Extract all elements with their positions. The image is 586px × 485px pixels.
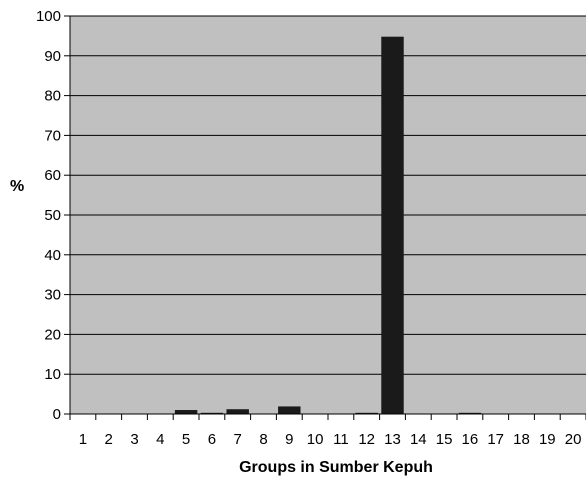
y-tick-label: 80: [44, 88, 61, 105]
x-tick-label: 3: [130, 431, 138, 448]
bar-13: [381, 36, 404, 415]
x-axis-label: Groups in Sumber Kepuh: [239, 459, 433, 476]
y-axis-label: %: [10, 178, 24, 195]
x-tick-label: 13: [384, 431, 401, 448]
x-tick-label: 11: [333, 431, 349, 448]
x-tick-label: 15: [436, 431, 453, 448]
x-tick-label: 16: [462, 431, 479, 448]
y-tick-label: 90: [44, 48, 61, 65]
y-tick-label: 10: [44, 366, 61, 383]
x-tick-label: 7: [234, 431, 242, 448]
y-tick-label: 70: [44, 127, 61, 144]
x-tick-labels: 1 2 3 4 5 6 7 8 9 10 11 12 13 14 15 16 17 18 19 20: [79, 431, 582, 448]
bar-7: [226, 409, 249, 414]
y-tick-labels: 0 10 20 30 40 50 60 70 80 90 100: [36, 8, 61, 423]
x-tick-label: 20: [565, 431, 582, 448]
x-tick-label: 19: [539, 431, 556, 448]
x-tick-label: 2: [105, 431, 113, 448]
x-tick-label: 9: [285, 431, 293, 448]
y-tick-label: 30: [44, 287, 61, 304]
x-tick-label: 8: [259, 431, 267, 448]
gridlines: [70, 15, 586, 375]
y-tick-label: 60: [44, 167, 61, 184]
x-tick-label: 18: [513, 431, 530, 448]
x-tick-label: 4: [156, 431, 164, 448]
x-tick-label: 17: [487, 431, 504, 448]
x-tick-label: 14: [410, 431, 427, 448]
y-tick-label: 100: [36, 8, 61, 25]
y-tick-label: 40: [44, 247, 61, 264]
x-tick-label: 1: [79, 431, 87, 448]
x-tick-label: 6: [208, 431, 216, 448]
x-tick-label: 12: [358, 431, 375, 448]
y-tick-label: 50: [44, 207, 61, 224]
x-tick-label: 5: [182, 431, 190, 448]
bar-12: [355, 412, 378, 414]
bar-9: [278, 406, 301, 414]
bar-6: [200, 412, 224, 414]
axes: [64, 15, 586, 420]
bar-5: [174, 410, 198, 414]
bar-16: [458, 412, 482, 414]
y-tick-label: 20: [44, 326, 61, 343]
x-tick-label: 10: [307, 431, 324, 448]
bars: [174, 36, 482, 415]
y-tick-label: 0: [53, 406, 61, 423]
